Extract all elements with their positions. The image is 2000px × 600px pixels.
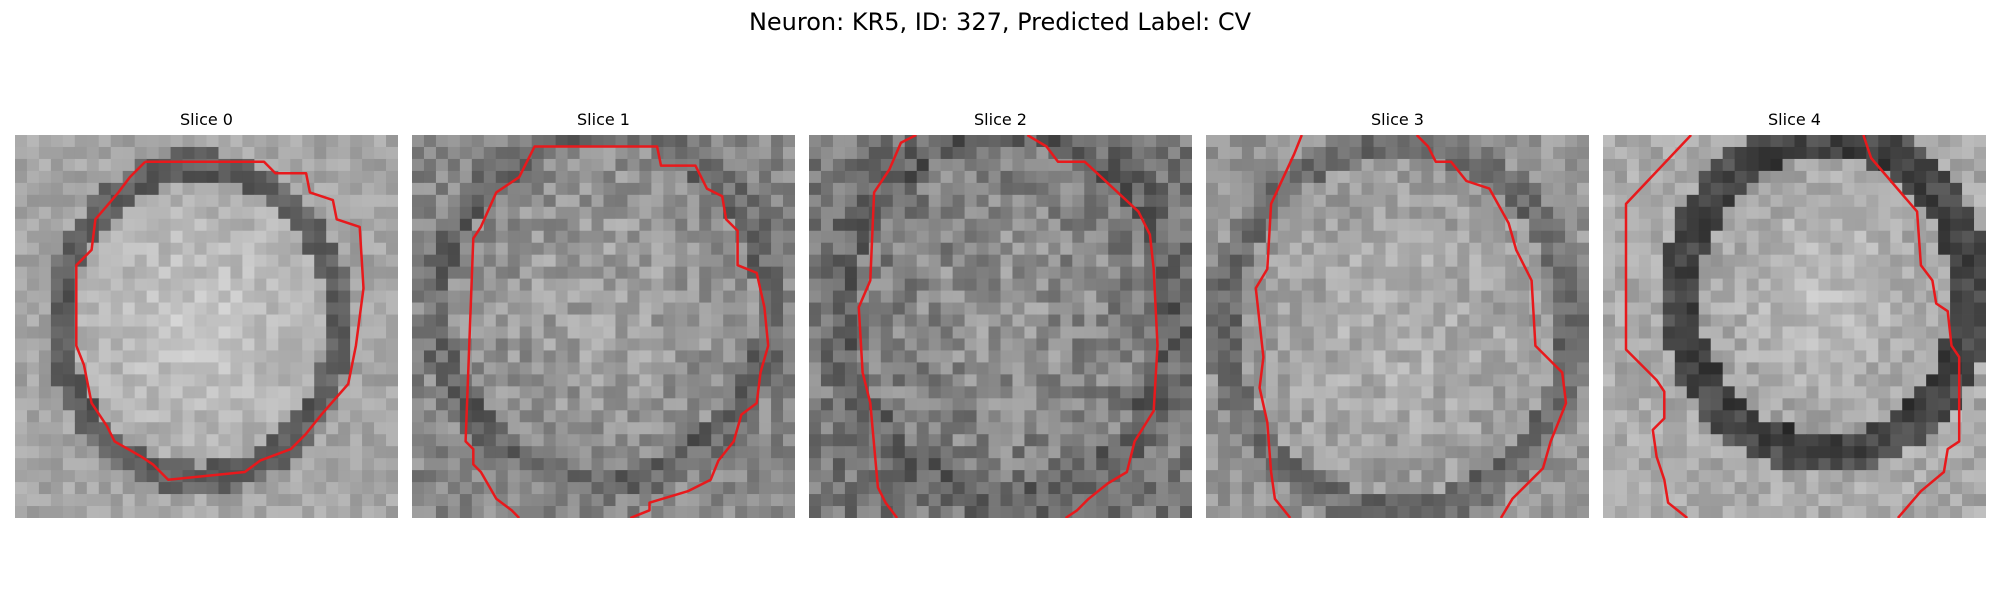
segmentation-contour xyxy=(1415,135,1568,518)
slice-image-4 xyxy=(1603,135,1986,518)
slice-title: Slice 3 xyxy=(1371,110,1424,129)
slice-image-1 xyxy=(412,135,795,518)
slice-title: Slice 4 xyxy=(1768,110,1821,129)
slice-panel-0: Slice 0 xyxy=(15,108,398,518)
segmentation-contour xyxy=(75,160,365,481)
slice-panel-1: Slice 1 xyxy=(412,108,795,518)
slice-title: Slice 0 xyxy=(180,110,233,129)
slice-panel-2: Slice 2 xyxy=(809,108,1192,518)
segmentation-contour xyxy=(857,135,917,518)
slice-panel-3: Slice 3 xyxy=(1206,108,1589,518)
segmentation-contour xyxy=(1254,135,1303,518)
slice-image-2 xyxy=(809,135,1192,518)
slice-title: Slice 1 xyxy=(577,110,630,129)
segmentation-contour xyxy=(1026,135,1159,518)
slice-panel-4: Slice 4 xyxy=(1603,108,1986,518)
slice-image-0 xyxy=(15,135,398,518)
segmentation-contour xyxy=(1624,135,1693,518)
segmentation-contour xyxy=(464,145,770,518)
segmentation-contour xyxy=(1862,135,1961,518)
slice-image-3 xyxy=(1206,135,1589,518)
figure-title: Neuron: KR5, ID: 327, Predicted Label: C… xyxy=(748,8,1252,36)
slice-title: Slice 2 xyxy=(974,110,1027,129)
